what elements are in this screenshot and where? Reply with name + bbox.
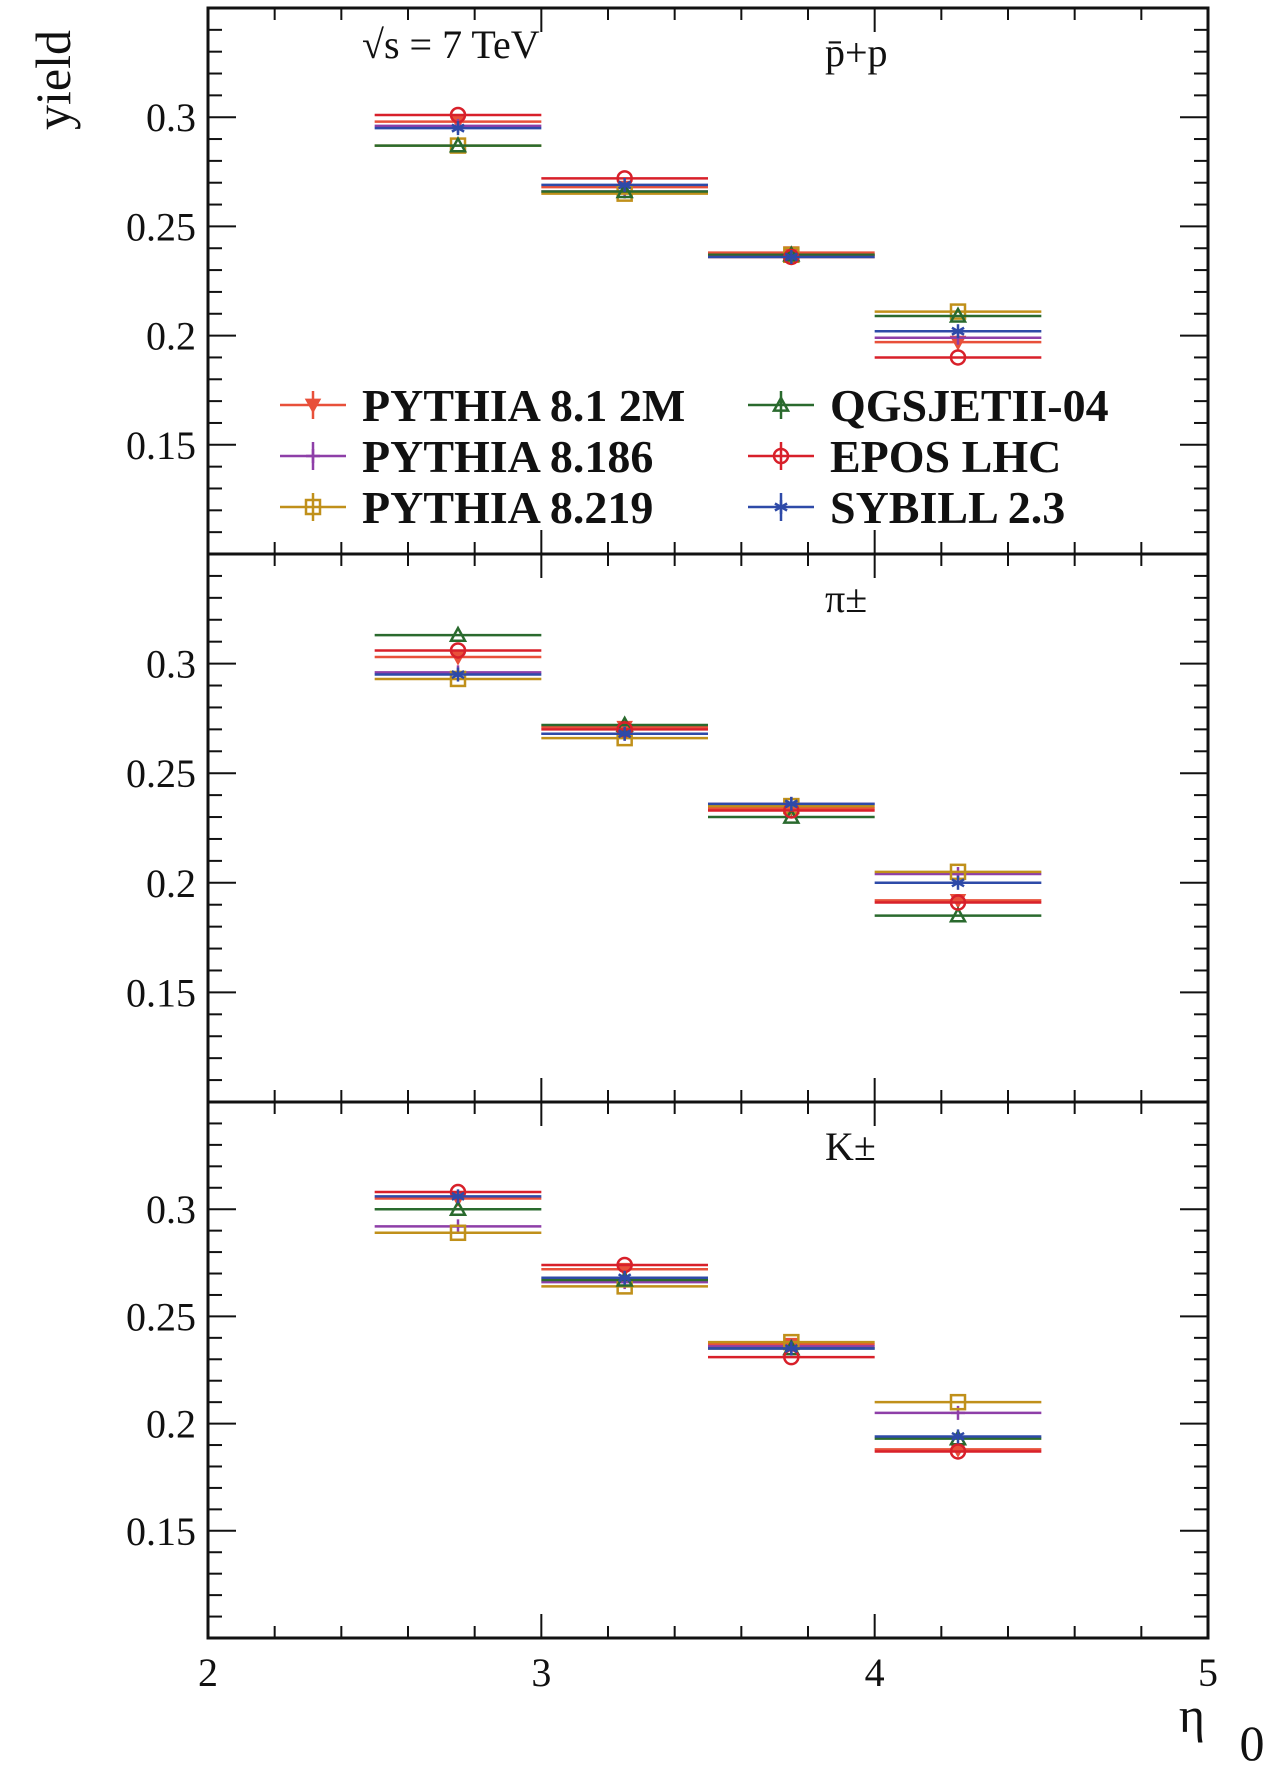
data-point <box>949 303 967 320</box>
data-point <box>448 136 468 153</box>
legend-label: SYBILL 2.3 <box>830 482 1065 533</box>
data-point <box>951 875 965 890</box>
y-tick-label: 0.3 <box>146 95 196 140</box>
data-point <box>448 625 468 642</box>
marker-stroke <box>951 326 965 336</box>
x-tick-label: 5 <box>1198 1650 1218 1695</box>
marker-stroke <box>451 123 465 133</box>
y-tick-label: 0.25 <box>126 204 196 249</box>
legend-label: PYTHIA 8.186 <box>362 431 653 482</box>
marker-stroke <box>617 180 632 190</box>
y-tick-label: 0.25 <box>126 751 196 796</box>
panel-frame <box>206 552 1210 1104</box>
marker-stroke <box>951 1431 965 1442</box>
data-point <box>951 1429 965 1444</box>
marker-stroke <box>617 1273 632 1283</box>
legend-item: QGSJETII-04 <box>748 380 1109 431</box>
data-point <box>451 121 465 136</box>
y-tick-label: 0.3 <box>146 1187 196 1232</box>
legend-item: PYTHIA 8.219 <box>280 482 653 533</box>
y-tick-label: 0.25 <box>126 1294 196 1339</box>
energy-annotation: √s = 7 TeV <box>362 22 540 67</box>
legend-label: EPOS LHC <box>830 431 1061 482</box>
panel-label: π± <box>825 576 867 621</box>
y-tick-label: 0.15 <box>126 970 196 1015</box>
x-corner-label: 0 <box>1240 1715 1265 1771</box>
data-point <box>949 349 967 366</box>
data-point <box>449 642 467 659</box>
x-axis-title: η <box>1179 1687 1205 1743</box>
x-tick-label: 3 <box>531 1650 551 1695</box>
y-tick-label: 0.2 <box>146 1402 196 1447</box>
data-point <box>449 1224 467 1242</box>
data-point <box>951 324 965 339</box>
legend-marker <box>771 395 791 412</box>
y-tick-label: 0.3 <box>146 642 196 687</box>
data-point <box>784 796 799 811</box>
marker-stroke <box>451 669 465 680</box>
x-tick-label: 2 <box>198 1650 218 1695</box>
marker-stroke <box>951 878 965 888</box>
marker-stroke <box>774 502 788 512</box>
data-point <box>948 906 968 923</box>
marker-stroke <box>784 1343 799 1354</box>
panel-label: p̄+p <box>825 30 888 75</box>
data-point <box>451 667 465 682</box>
marker-stroke <box>617 729 632 739</box>
data-point <box>949 1443 967 1460</box>
legend-item: PYTHIA 8.1 2M <box>280 380 685 431</box>
marker-stroke <box>784 252 799 262</box>
data-point <box>617 726 632 741</box>
data-point <box>949 894 967 911</box>
data-point <box>617 1270 632 1285</box>
legend-marker <box>772 447 790 465</box>
legend-marker <box>304 498 322 516</box>
data-point <box>948 306 968 323</box>
data-point <box>451 1189 465 1204</box>
legend-marker <box>774 500 788 514</box>
data-point <box>448 1199 468 1217</box>
legend-marker <box>304 398 322 414</box>
legend-item: SYBILL 2.3 <box>748 482 1065 533</box>
data-point <box>784 1341 799 1356</box>
data-point <box>617 177 632 192</box>
marker-stroke <box>784 799 799 809</box>
legend-item: EPOS LHC <box>748 431 1061 482</box>
legend-label: QGSJETII-04 <box>830 380 1109 431</box>
legend-label: PYTHIA 8.219 <box>362 482 653 533</box>
y-tick-label: 0.2 <box>146 861 196 906</box>
y-tick-label: 0.2 <box>146 314 196 359</box>
y-tick-label: 0.15 <box>126 1509 196 1554</box>
legend-marker <box>306 449 320 463</box>
data-point <box>784 249 799 264</box>
y-tick-label: 0.15 <box>126 423 196 468</box>
data-point <box>949 1393 967 1411</box>
marker-stroke <box>451 1191 465 1201</box>
panel-label: K± <box>825 1124 876 1169</box>
data-point <box>615 181 634 199</box>
legend-label: PYTHIA 8.1 2M <box>362 380 685 431</box>
x-tick-label: 4 <box>865 1650 885 1695</box>
panel-frame <box>206 1100 1210 1640</box>
y-axis-title: yield <box>25 30 81 130</box>
legend-item: PYTHIA 8.186 <box>280 431 653 482</box>
